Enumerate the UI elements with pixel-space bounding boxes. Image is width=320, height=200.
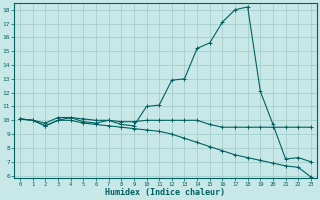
X-axis label: Humidex (Indice chaleur): Humidex (Indice chaleur) xyxy=(106,188,226,197)
